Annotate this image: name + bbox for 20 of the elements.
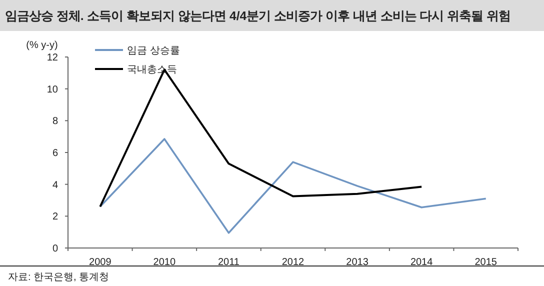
legend-label: 국내총소득 — [127, 64, 177, 76]
line-series — [99, 138, 487, 234]
y-tick-label: 2 — [52, 212, 58, 223]
chart-title: 임금상승 정체. 소득이 확보되지 않는다면 4/4분기 소비증가 이후 내년 소비는 다시 위축될 위험 — [5, 9, 511, 23]
y-tick-label: 4 — [52, 180, 58, 191]
y-tick-label: 8 — [52, 116, 58, 128]
y-tick-label: 12 — [46, 52, 58, 64]
text: 자료: 한국은행, 통계청 — [8, 272, 110, 283]
x-tick-label: 2009 — [89, 257, 112, 268]
x-tick-label: 2014 — [410, 257, 434, 268]
x-tick-label: 2015 — [474, 257, 498, 268]
y-tick-label: 10 — [46, 84, 58, 96]
legend-label: 임금 상승률 — [127, 46, 180, 56]
x-tick-label: 2013 — [346, 257, 369, 268]
x-tick-label: 2010 — [153, 257, 176, 268]
y-tick-label: 0 — [52, 244, 58, 254]
y-axis-title: (% y-y) — [26, 40, 58, 51]
y-tick-label: 6 — [52, 148, 58, 159]
x-tick-label: 2011 — [218, 257, 240, 268]
x-tick-label: 2012 — [282, 257, 305, 268]
